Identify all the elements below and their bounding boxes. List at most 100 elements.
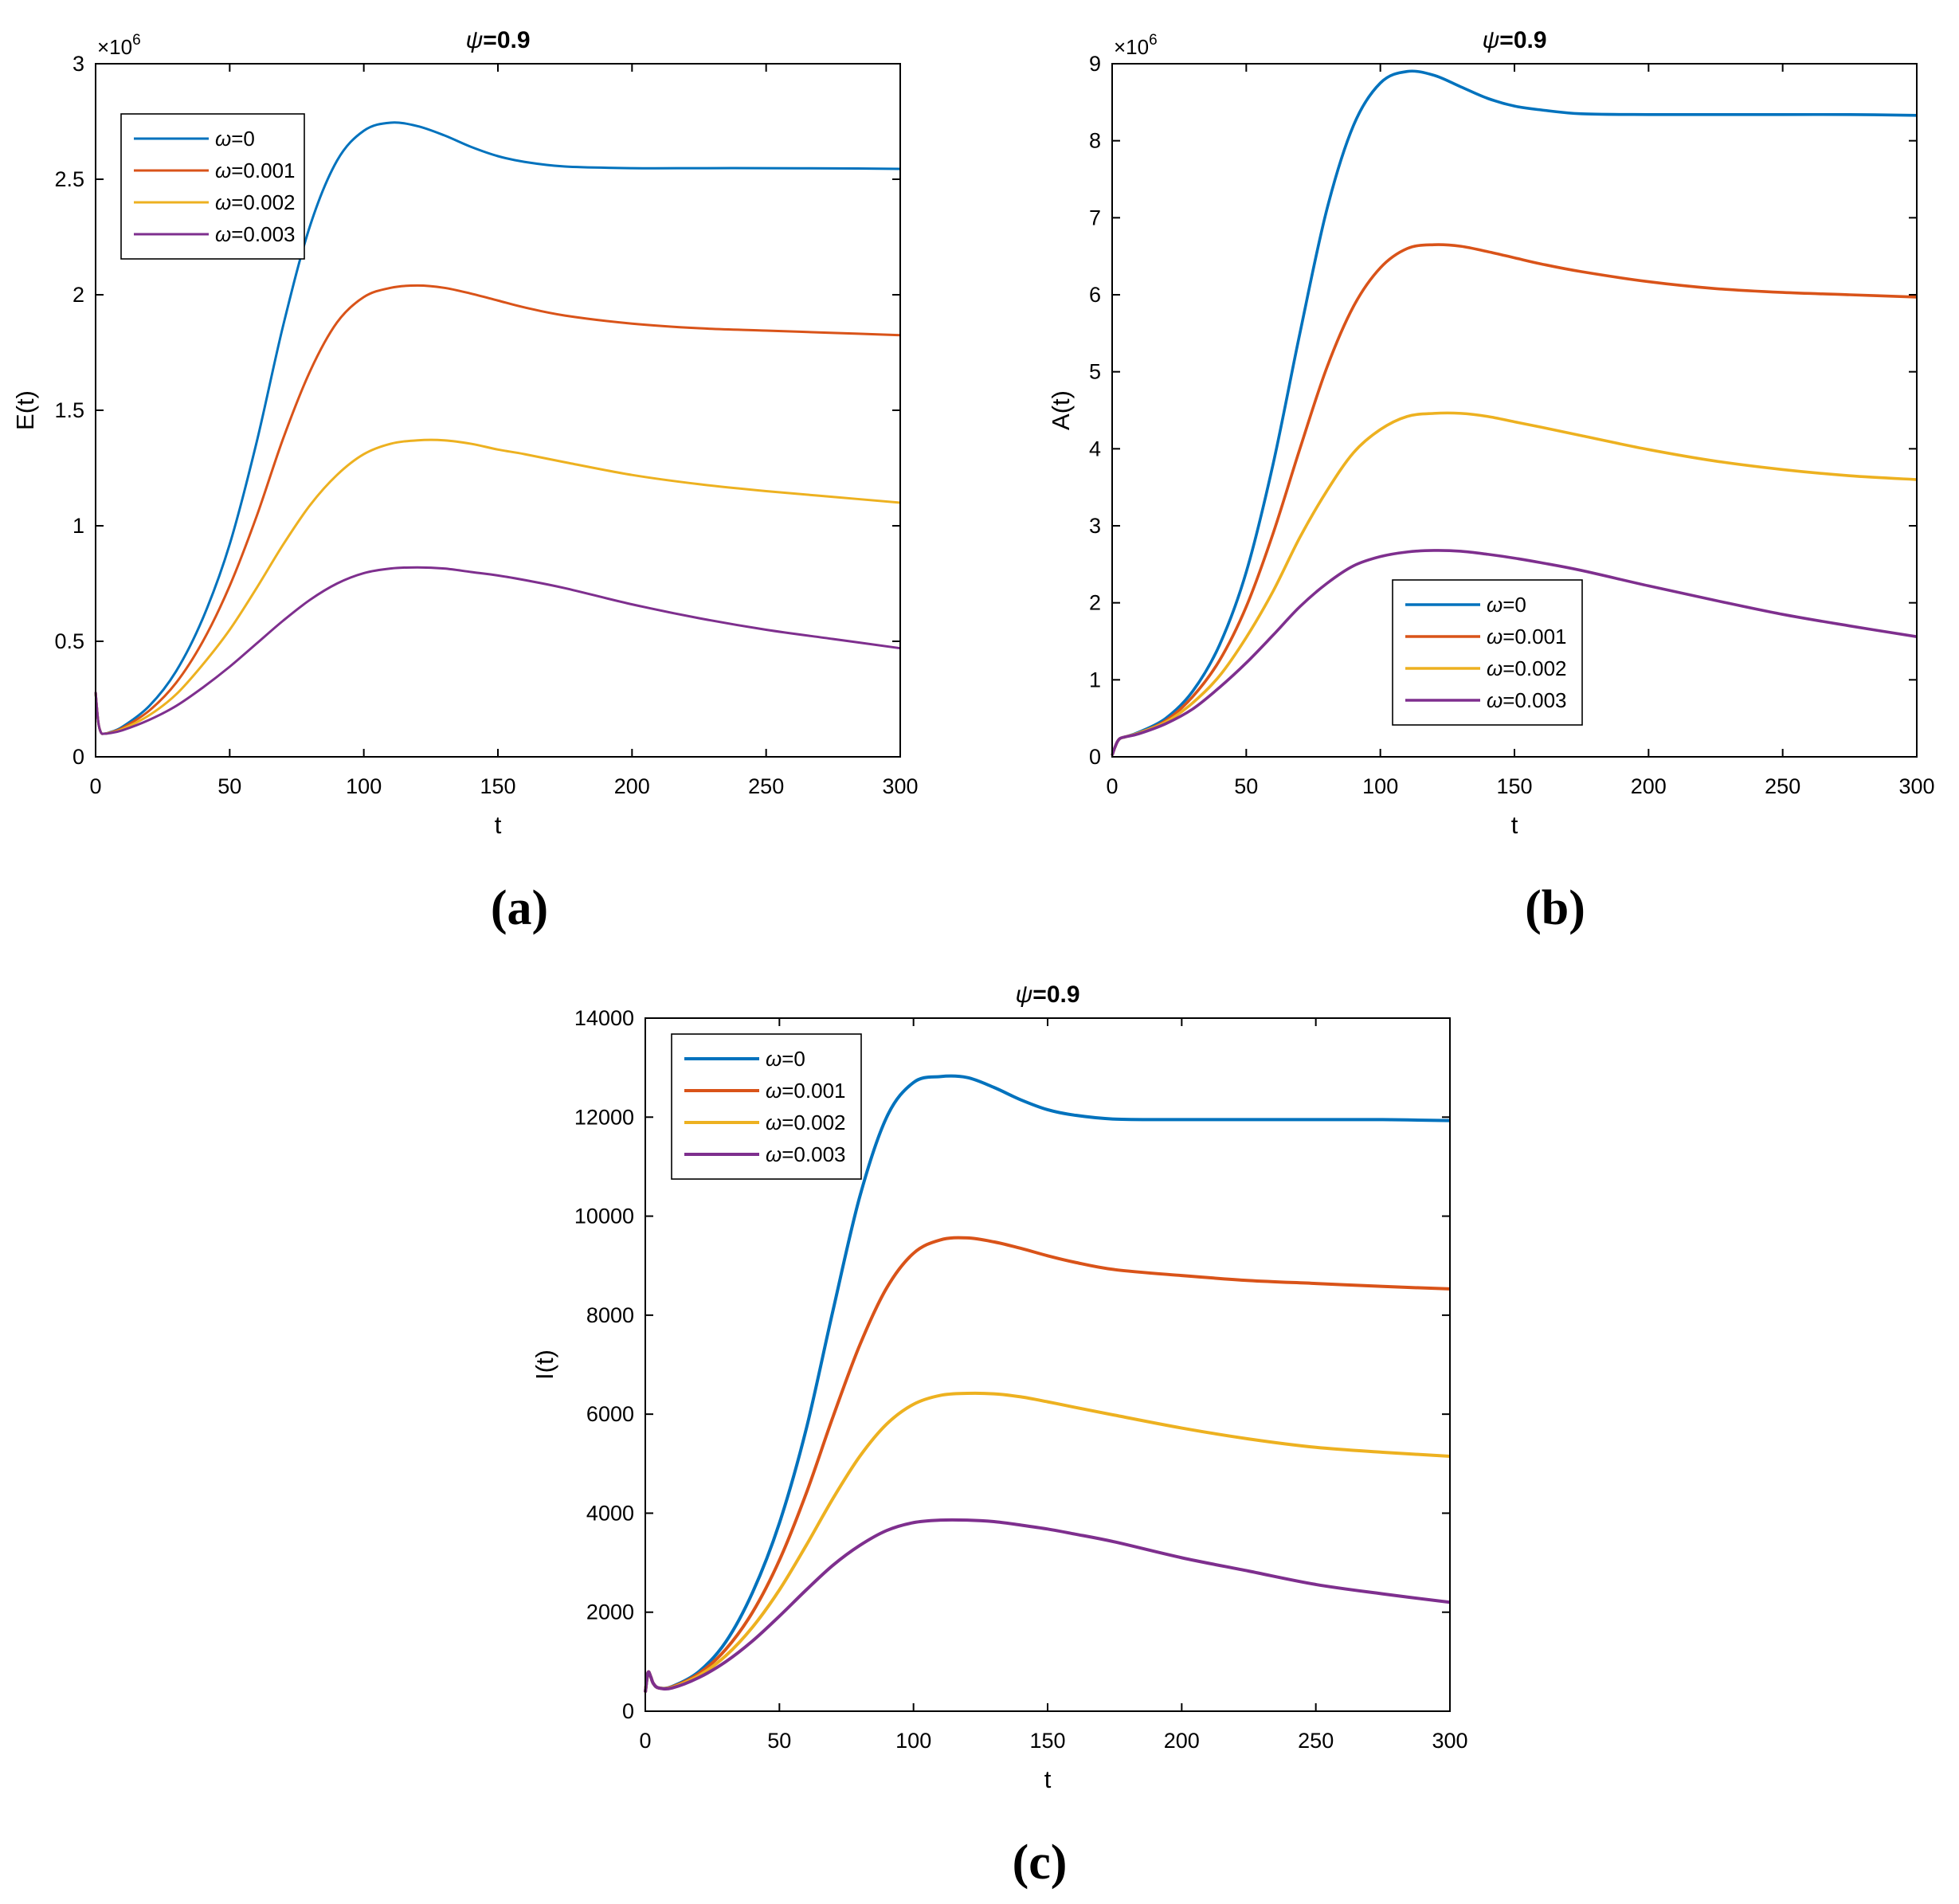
y-tick-label-c-6: 12000	[574, 1105, 634, 1129]
x-tick-label-c-6: 300	[1432, 1729, 1467, 1753]
panel-title-b: ψ=0.9	[1482, 27, 1546, 53]
x-tick-label-c-1: 50	[767, 1729, 791, 1753]
y-tick-label-c-5: 10000	[574, 1205, 634, 1228]
multiplier-base-a: ×10	[97, 35, 132, 59]
legend-symbol-b-0: ω	[1487, 593, 1503, 617]
legend-label-b-2: ω=0.002	[1487, 656, 1567, 680]
legend-label-b-0: ω=0	[1487, 593, 1526, 617]
legend-label-a-3: ω=0.003	[215, 222, 296, 246]
legend-symbol-a-1: ω	[215, 159, 231, 182]
legend-label-a-1: ω=0.001	[215, 159, 296, 182]
legend-symbol-c-1: ω	[766, 1079, 782, 1103]
legend-value-a-2: =0.002	[231, 190, 295, 214]
y-axis-label-a: E(t)	[11, 390, 39, 430]
series-line-b-3	[1111, 549, 1918, 756]
x-tick-label-b-4: 200	[1631, 774, 1667, 798]
x-axis-label-c: t	[1044, 1765, 1052, 1793]
y-tick-label-c-4: 8000	[586, 1303, 634, 1327]
series-line-a-3	[94, 566, 901, 735]
multiplier-b: ×106	[1114, 32, 1158, 59]
y-tick-label-b-9: 9	[1089, 52, 1101, 76]
x-tick-label-a-5: 250	[748, 774, 784, 798]
legend-symbol-c-2: ω	[766, 1111, 782, 1134]
legend-label-c-2: ω=0.002	[766, 1111, 846, 1134]
caption-b: (b)	[1525, 881, 1585, 935]
x-tick-label-b-3: 150	[1496, 774, 1532, 798]
x-tick-label-b-6: 300	[1898, 774, 1934, 798]
y-tick-label-c-3: 6000	[586, 1402, 634, 1426]
x-tick-label-a-0: 0	[89, 774, 101, 798]
y-axis-label-b: A(t)	[1047, 390, 1075, 430]
panel-title-a: ψ=0.9	[465, 27, 530, 53]
x-tick-label-a-4: 200	[614, 774, 650, 798]
x-tick-label-c-0: 0	[639, 1729, 651, 1753]
series-line-c-3	[644, 1518, 1451, 1693]
y-tick-label-a-2: 1	[72, 514, 84, 538]
legend-value-a-3: =0.003	[231, 222, 295, 246]
x-tick-label-a-6: 300	[882, 774, 918, 798]
y-tick-label-b-5: 5	[1089, 360, 1101, 384]
axis-ticks-c	[645, 1017, 1451, 1712]
legend-value-b-2: =0.002	[1503, 656, 1566, 680]
legend-label-b-3: ω=0.003	[1487, 688, 1567, 712]
title-value-c: =0.9	[1032, 981, 1079, 1008]
series-lines-b	[1111, 69, 1918, 756]
y-axis-label-c: I(t)	[531, 1350, 558, 1380]
legend-label-c-1: ω=0.001	[766, 1079, 846, 1103]
x-tick-label-c-3: 150	[1029, 1729, 1065, 1753]
y-tick-label-a-3: 1.5	[54, 398, 84, 422]
y-tick-label-c-1: 2000	[586, 1600, 634, 1624]
legend-value-b-1: =0.001	[1503, 625, 1566, 648]
legend-symbol-a-3: ω	[215, 222, 231, 246]
legend-symbol-a-2: ω	[215, 190, 231, 214]
y-tick-label-c-0: 0	[622, 1699, 634, 1723]
axis-ticks-a	[95, 63, 901, 758]
title-value-b: =0.9	[1499, 27, 1546, 53]
legend-c: ω=0 ω=0.001 ω=0.002 ω=0.003	[671, 1033, 862, 1180]
y-tick-label-c-2: 4000	[586, 1501, 634, 1525]
legend-symbol-b-3: ω	[1487, 688, 1503, 712]
y-tick-label-a-6: 3	[72, 52, 84, 76]
multiplier-a: ×106	[97, 32, 141, 59]
legend-label-c-0: ω=0	[766, 1047, 805, 1071]
y-tick-label-a-0: 0	[72, 745, 84, 769]
title-symbol-b: ψ	[1482, 27, 1499, 53]
legend-value-b-3: =0.003	[1503, 688, 1566, 712]
caption-a: (a)	[491, 881, 548, 935]
title-symbol-a: ψ	[465, 27, 483, 53]
x-tick-label-a-2: 100	[346, 774, 382, 798]
x-tick-label-a-1: 50	[217, 774, 241, 798]
y-tick-label-b-8: 8	[1089, 129, 1101, 153]
x-tick-label-c-2: 100	[895, 1729, 931, 1753]
legend-label-c-3: ω=0.003	[766, 1142, 846, 1166]
legend-symbol-b-2: ω	[1487, 656, 1503, 680]
y-tick-label-b-0: 0	[1089, 745, 1101, 769]
legend-value-a-0: =0	[231, 127, 255, 151]
multiplier-base-b: ×10	[1114, 35, 1149, 59]
y-tick-label-b-2: 2	[1089, 591, 1101, 615]
x-tick-label-a-3: 150	[480, 774, 515, 798]
y-tick-label-b-4: 4	[1089, 437, 1101, 460]
y-tick-label-a-5: 2.5	[54, 167, 84, 191]
legend-value-b-0: =0	[1503, 593, 1526, 617]
y-tick-label-b-1: 1	[1089, 668, 1101, 691]
legend-value-c-2: =0.002	[782, 1111, 845, 1134]
legend-value-a-1: =0.001	[231, 159, 295, 182]
x-axis-label-b: t	[1511, 811, 1518, 839]
legend-b: ω=0 ω=0.001 ω=0.002 ω=0.003	[1392, 579, 1583, 726]
y-tick-label-a-1: 0.5	[54, 629, 84, 653]
legend-symbol-c-0: ω	[766, 1047, 782, 1071]
panel-title-c: ψ=0.9	[1015, 981, 1079, 1008]
multiplier-exp-a: 6	[132, 32, 141, 49]
y-tick-label-b-3: 3	[1089, 514, 1101, 538]
legend-value-c-0: =0	[782, 1047, 805, 1071]
series-lines-a	[94, 121, 901, 735]
y-tick-label-a-4: 2	[72, 283, 84, 307]
y-tick-label-b-7: 7	[1089, 206, 1101, 229]
x-tick-label-c-5: 250	[1298, 1729, 1334, 1753]
caption-c: (c)	[1013, 1835, 1068, 1890]
panel-b: 0 50 100 150 200 250 300 0 1 2 3 4 5 6 7…	[1047, 27, 1935, 935]
axis-ticks-b	[1111, 63, 1918, 758]
panel-a: 0 50 100 150 200 250 300 0 0.5 1 1.5 2 2…	[11, 27, 919, 935]
